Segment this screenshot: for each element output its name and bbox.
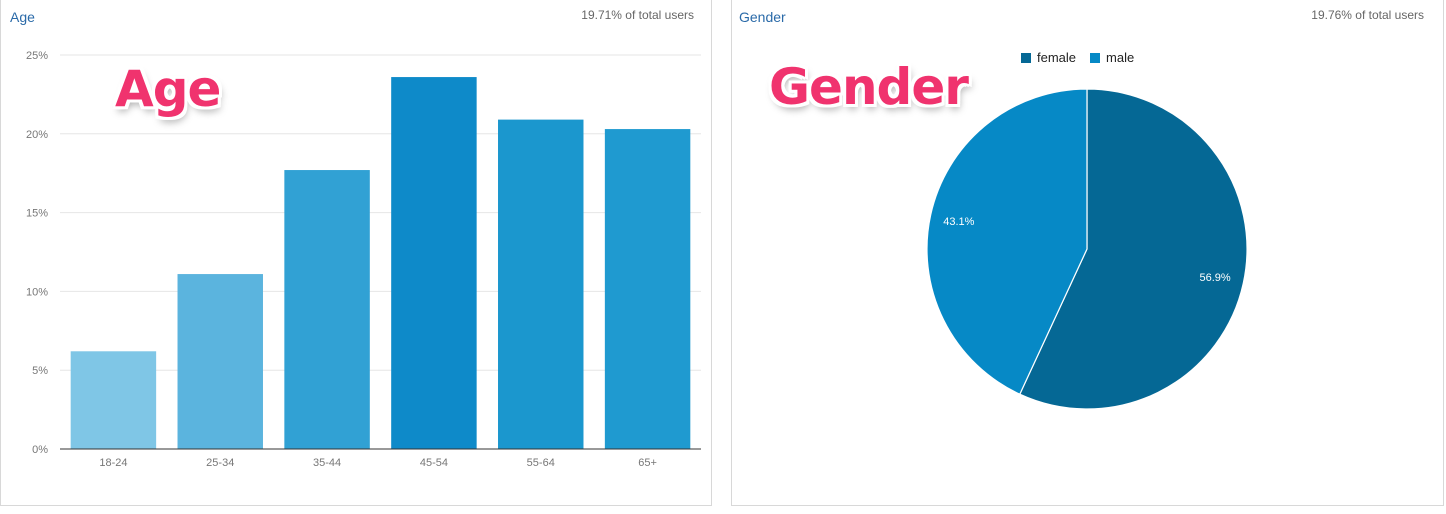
- age-bar-25-34[interactable]: [177, 274, 263, 449]
- age-y-tick-label: 20%: [26, 129, 48, 141]
- pie-slice-female[interactable]: [1018, 88, 1248, 410]
- pie-label-female: 56.9%: [1200, 272, 1231, 284]
- age-panel-title[interactable]: Age: [10, 9, 35, 25]
- age-overlay-label: Age: [115, 60, 221, 118]
- age-y-tick-label: 25%: [26, 50, 48, 62]
- legend-item-female[interactable]: female: [1021, 50, 1076, 65]
- legend-item-male[interactable]: male: [1090, 50, 1134, 65]
- legend-label-male: male: [1106, 50, 1135, 65]
- age-y-tick-label: 10%: [26, 286, 48, 298]
- gender-legend: female male: [1021, 50, 1134, 65]
- age-bar-65+[interactable]: [604, 129, 691, 449]
- age-total-users-stat: 19.71% of total users: [581, 8, 694, 22]
- age-x-tick-label: 45-54: [420, 457, 448, 469]
- gender-total-users-stat: 19.76% of total users: [1311, 8, 1424, 22]
- age-y-tick-label: 15%: [26, 208, 48, 220]
- pie-label-male: 43.1%: [943, 216, 974, 228]
- age-y-tick-label: 5%: [32, 365, 48, 377]
- age-bar-55-64[interactable]: [498, 119, 584, 449]
- age-bar-45-54[interactable]: [391, 77, 477, 450]
- legend-label-female: female: [1037, 50, 1077, 65]
- gender-panel-title[interactable]: Gender: [739, 9, 786, 25]
- legend-swatch-female: [1021, 52, 1031, 63]
- pie-slice-male[interactable]: [926, 88, 1088, 395]
- age-x-tick-label: 35-44: [313, 457, 341, 469]
- age-x-tick-label: 65+: [638, 457, 657, 469]
- age-y-tick-label: 0%: [32, 444, 48, 456]
- age-bar-18-24[interactable]: [70, 351, 157, 449]
- age-bar-35-44[interactable]: [284, 170, 370, 449]
- age-x-tick-label: 25-34: [206, 457, 234, 469]
- age-x-tick-label: 18-24: [99, 457, 127, 469]
- age-x-tick-label: 55-64: [527, 457, 555, 469]
- gender-overlay-label: Gender: [769, 58, 969, 116]
- legend-swatch-male: [1090, 52, 1101, 63]
